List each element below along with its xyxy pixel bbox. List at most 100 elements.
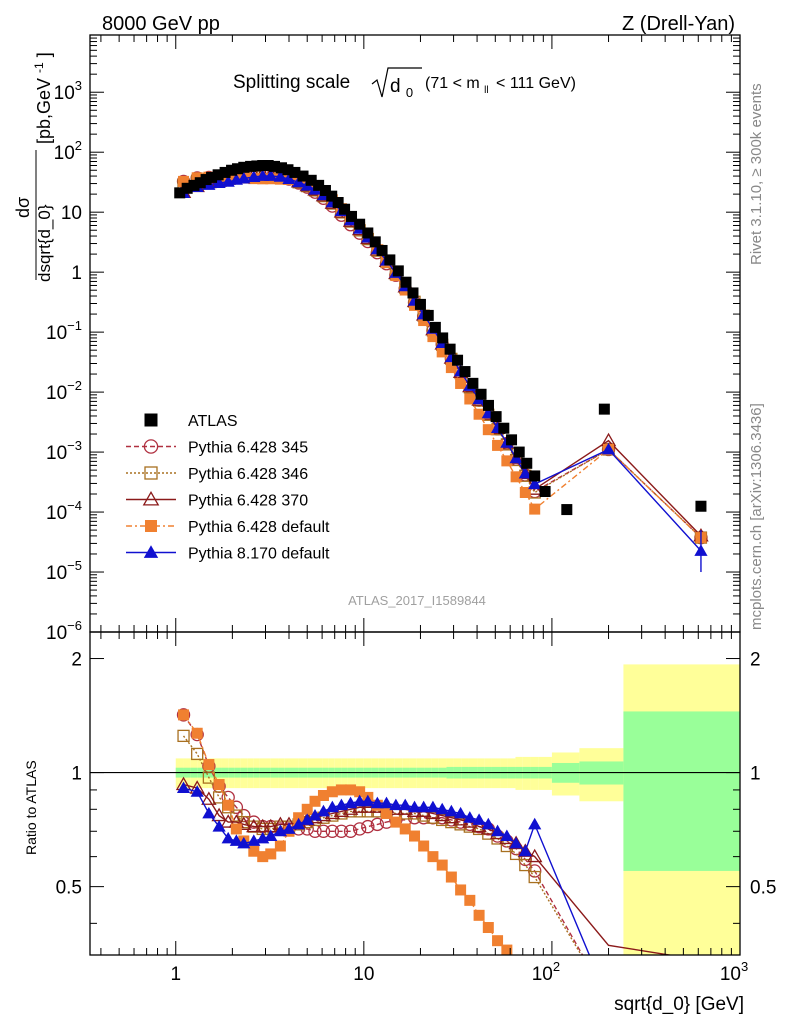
atlas-point <box>332 197 344 209</box>
ratio-point-pythia-6-428-346 <box>230 809 243 822</box>
ratio-point-pythia-6-428-default <box>464 894 476 906</box>
ratio-point-pythia-6-428-default <box>520 965 531 976</box>
ratio-point-pythia-6-428-default <box>203 759 215 771</box>
rivet-label: Rivet 3.1.10, ≥ 300k events <box>748 83 765 265</box>
ratio-point-pythia-8-170-default <box>454 806 468 819</box>
legend-marker <box>142 490 160 506</box>
y-tick-base: 10 <box>46 383 67 404</box>
ylabel-units-end: ] <box>34 52 54 57</box>
ratio-point-pythia-6-428-370 <box>471 818 487 833</box>
point-pythia-8-170-default <box>264 169 278 181</box>
ratio-frame <box>89 631 741 956</box>
atlas-point <box>319 184 331 196</box>
ratio-point-pythia-8-170-default <box>435 802 449 815</box>
ratio-ylabel: Ratio to ATLAS <box>23 760 39 855</box>
ratio-point-pythia-6-428-default <box>427 851 439 863</box>
point-pythia-6-428-default <box>473 408 485 420</box>
ratio-tick-label-right: 2 <box>750 650 761 671</box>
x-tick-exp: 3 <box>741 959 748 974</box>
ratio-tick-label: 0.5 <box>56 878 82 899</box>
atlas-point <box>326 190 338 202</box>
x-tick-base: 10 <box>353 964 374 985</box>
ratio-point-pythia-6-428-370 <box>324 805 341 820</box>
legend-label: Pythia 6.428 default <box>188 519 330 536</box>
ratio-series-layer <box>175 708 674 976</box>
y-tick-exp: −5 <box>67 558 82 573</box>
atlas-point <box>354 218 366 230</box>
atlas-point <box>444 343 456 355</box>
point-pythia-6-428-default <box>445 362 457 374</box>
atlas-point <box>598 403 610 415</box>
ylabel-top: dσ <box>13 197 33 218</box>
ratio-point-pythia-6-428-default <box>436 859 448 871</box>
y-tick-label: 10−2 <box>46 378 82 404</box>
point-pythia-6-428-default <box>482 424 494 436</box>
ratio-point-pythia-8-170-default <box>292 817 306 830</box>
ratio-point-pythia-6-428-370 <box>351 799 368 813</box>
atlas-point <box>437 332 449 344</box>
ratio-point-pythia-6-428-default <box>354 786 366 798</box>
atlas-point <box>245 160 257 172</box>
ylabel-bottom: dsqrt{d_0} <box>35 204 54 282</box>
ratio-point-pythia-8-170-default <box>379 796 394 809</box>
point-pythia-8-170-default <box>247 170 261 182</box>
ratio-point-pythia-6-428-345 <box>352 822 367 836</box>
ratio-point-pythia-6-428-default <box>455 884 467 896</box>
ratio-point-pythia-6-428-default <box>418 840 430 852</box>
legend-label: ATLAS <box>188 413 238 430</box>
y-tick-label: 10−6 <box>46 618 82 644</box>
atlas-point <box>194 177 206 189</box>
atlas-point <box>339 203 351 215</box>
ratio-point-pythia-6-428-default <box>335 784 347 796</box>
svg-text:(71 < m ll < 111 G: (71 < m ll < 111 GeV) <box>425 75 576 97</box>
atlas-point <box>269 160 281 172</box>
x-tick-label: 103 <box>720 959 748 985</box>
y-tick-base: 10 <box>54 143 75 164</box>
ylabel-units: [pb,GeV <box>34 78 54 144</box>
point-pythia-8-170-default <box>273 170 287 182</box>
ratio-point-pythia-8-170-default <box>417 800 431 813</box>
stat-band <box>623 711 740 871</box>
atlas-point <box>276 162 288 174</box>
ratio-point-pythia-8-170-default <box>264 829 278 841</box>
ratio-point-pythia-6-428-345 <box>343 824 358 838</box>
ratio-point-pythia-8-170-default <box>444 804 458 817</box>
ratio-point-pythia-6-428-370 <box>443 809 460 824</box>
ratio-point-pythia-6-428-default <box>399 823 411 835</box>
ratio-point-pythia-6-428-345 <box>370 817 385 832</box>
title-range-sub: ll <box>484 85 488 96</box>
point-pythia-6-428-default <box>427 331 439 343</box>
ratio-panel: 0.5 0.51 12 21 10 102 103 <box>56 631 776 985</box>
ratio-point-pythia-6-428-345 <box>334 824 349 838</box>
x-tick-base: 10 <box>532 964 553 985</box>
header-right: Z (Drell-Yan) <box>622 13 735 35</box>
atlas-point <box>467 377 479 389</box>
main-ylabel: dσ dsqrt{d_0} [pb,GeV -1 ] <box>13 52 54 282</box>
atlas-point <box>212 169 224 181</box>
ratio-point-pythia-6-428-default <box>222 799 234 811</box>
legend-label: Pythia 8.170 default <box>188 546 330 563</box>
sqrt-sign <box>371 67 422 98</box>
title-range-end: < 111 GeV) <box>496 75 576 92</box>
x-tick-base: 10 <box>720 964 741 985</box>
y-tick-base: 1 <box>71 263 82 284</box>
ratio-point-pythia-6-428-370 <box>246 818 262 833</box>
mcplots-label: mcplots.cern.ch [arXiv:1306.3436] <box>748 403 765 630</box>
legend-label: Pythia 6.428 346 <box>188 466 308 483</box>
ratio-point-pythia-6-428-370 <box>255 818 271 833</box>
atlas-point <box>539 486 551 498</box>
ratio-point-pythia-8-170-default <box>518 844 532 857</box>
atlas-point <box>482 399 494 411</box>
legend-item: Pythia 6.428 default <box>126 519 330 536</box>
y-tick-exp: −6 <box>67 618 82 633</box>
ratio-point-pythia-8-170-default <box>176 781 191 794</box>
ratio-point-pythia-8-170-default <box>361 794 375 807</box>
ratio-point-pythia-6-428-345 <box>325 824 340 838</box>
ratio-point-pythia-8-170-default <box>237 836 251 849</box>
ratio-point-pythia-8-170-default <box>490 824 505 837</box>
point-pythia-8-170-default <box>237 171 251 184</box>
ratio-point-pythia-8-170-default <box>472 813 486 825</box>
point-pythia-6-428-default <box>519 486 531 498</box>
